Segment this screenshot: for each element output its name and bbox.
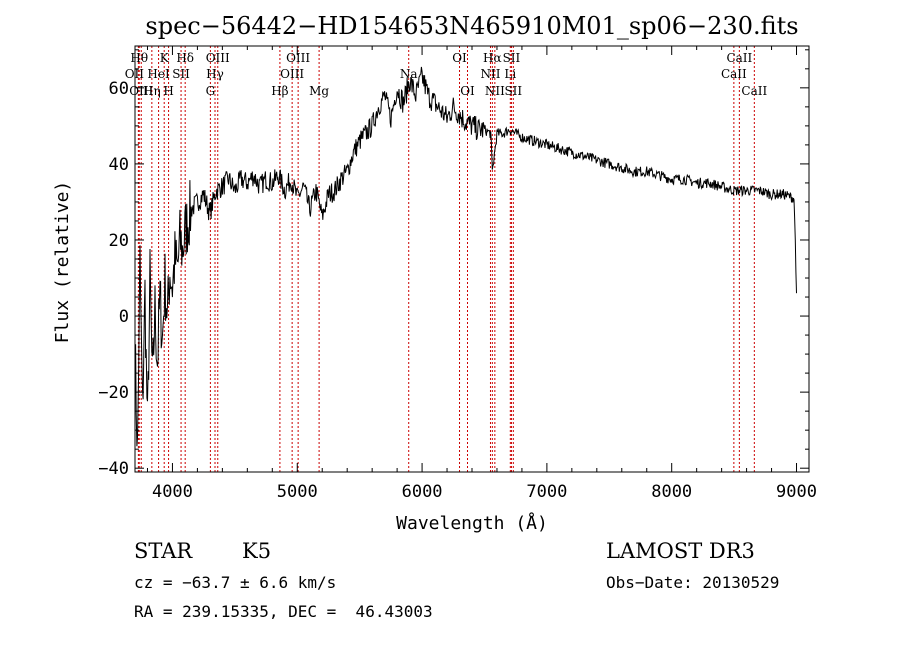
x-tick-label: 5000 (277, 482, 318, 502)
spectrum-series (134, 66, 797, 447)
marker-label-12: Hβ (271, 84, 288, 98)
marker-label-24: SII (504, 84, 522, 98)
observation-date: Obs−Date: 20130529 (606, 573, 780, 592)
chart-title: spec−56442−HD154653N465910M01_sp06−230.f… (145, 12, 798, 40)
marker-label-8: Hδ (176, 51, 194, 65)
redshift-value: cz = −63.7 ± 6.6 km/s (134, 573, 337, 592)
marker-label-1: OII (125, 67, 145, 81)
y-tick-label: 0 (119, 307, 129, 327)
y-tick-label: −40 (98, 459, 129, 479)
marker-label-7: SII (172, 67, 190, 81)
marker-label-5: K (160, 51, 170, 65)
marker-label-9: G (206, 84, 216, 98)
marker-label-0: Hθ (130, 51, 148, 65)
marker-label-19: NII (480, 67, 500, 81)
marker-label-18: OI (460, 84, 475, 98)
marker-label-2: OIII (129, 84, 153, 98)
x-tick-label: 8000 (651, 482, 692, 502)
y-axis-label: Flux (relative) (52, 181, 73, 344)
marker-label-21: NII (485, 84, 505, 98)
spectral-line-markers (137, 46, 755, 472)
marker-label-4: HeI (147, 67, 170, 81)
x-tick-label: 6000 (402, 482, 443, 502)
marker-label-10: Hγ (206, 67, 224, 81)
plot-frame (134, 45, 810, 473)
marker-label-6: H (163, 84, 173, 98)
marker-label-27: CaII (741, 84, 767, 98)
object-class: STAR (134, 539, 193, 563)
marker-label-16: Na (400, 67, 418, 81)
x-tick-label: 7000 (526, 482, 567, 502)
object-subclass: K5 (242, 539, 272, 563)
marker-label-26: CaII (726, 51, 752, 65)
survey-name: LAMOST DR3 (606, 539, 755, 563)
y-tick-label: 20 (109, 231, 129, 251)
marker-labels: HθOIIOIIIHηHeIKHSIIHδGHγOIIIHβOIIIOIIIMg… (125, 51, 768, 98)
marker-label-22: Li (504, 67, 516, 81)
marker-label-25: CaII (721, 67, 747, 81)
plot-axes: 4000 5000 6000 7000 8000 9000 −40 −20 0 20 40 60 (98, 45, 817, 502)
x-tick-label: 4000 (152, 482, 193, 502)
marker-label-11: OIII (206, 51, 230, 65)
x-tick-label: 9000 (776, 482, 817, 502)
y-tick-label: 60 (109, 79, 129, 99)
coordinates: RA = 239.15335, DEC = 46.43003 (134, 602, 433, 621)
x-axis-label: Wavelength (Å) (396, 512, 548, 534)
marker-label-15: Mg (309, 84, 329, 98)
marker-label-14: OIII (286, 51, 310, 65)
marker-label-13: OIII (280, 67, 304, 81)
spectrum-line (134, 66, 797, 447)
y-tick-label: 40 (109, 155, 129, 175)
marker-label-23: SII (503, 51, 521, 65)
y-tick-label: −20 (98, 383, 129, 403)
marker-label-3: Hη (143, 84, 161, 98)
marker-label-20: Hα (483, 51, 502, 65)
marker-label-17: OI (452, 51, 467, 65)
